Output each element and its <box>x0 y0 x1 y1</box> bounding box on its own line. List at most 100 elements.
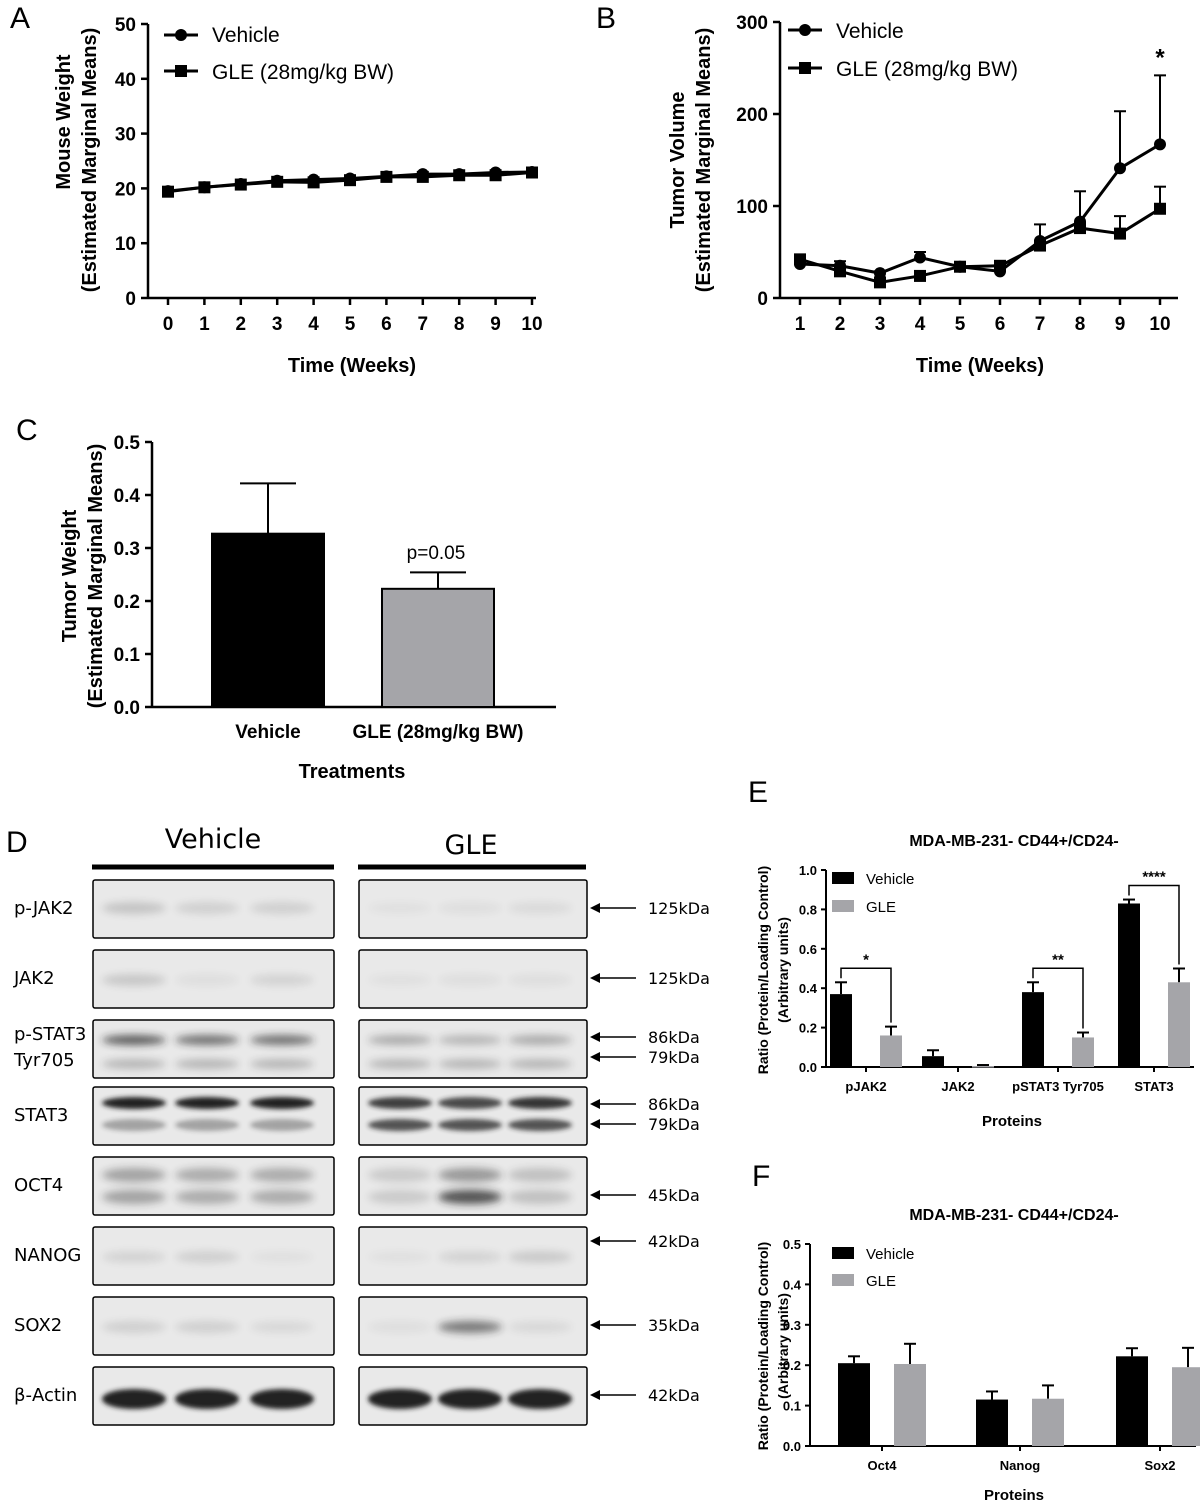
blot-band <box>175 1059 239 1069</box>
blot-arrow-head <box>590 1052 600 1062</box>
chart-e-legend-gle: GLE <box>866 899 896 916</box>
chart-f-legend-gle: GLE <box>866 1273 896 1290</box>
chart-e-significance-bracket <box>1032 967 1084 1029</box>
western-blot-panel: Vehicle GLE p-JAK2 125kDa JAK2 125kDa p-STAT… <box>13 824 710 1426</box>
blot-kda-label: 45kDa <box>648 1186 700 1205</box>
chart-f-legend: Vehicle GLE <box>832 1246 914 1290</box>
panel-letter-b: B <box>596 2 616 35</box>
chart-e-bar-gle <box>1168 982 1190 1067</box>
chart-b-point-vehicle <box>874 267 886 280</box>
chart-b-x-tick-label: 7 <box>1035 314 1046 335</box>
legend-circle-marker <box>175 29 187 41</box>
blot-band <box>175 1119 239 1131</box>
blot-band <box>438 1251 502 1263</box>
legend-swatch-vehicle <box>832 872 854 884</box>
chart-f-y-tick-label: 0.2 <box>783 1358 801 1373</box>
chart-a-point-gle <box>162 185 174 198</box>
chart-e-bar-vehicle <box>830 994 852 1067</box>
blot-band <box>508 1190 572 1204</box>
chart-e-significance-mark: * <box>863 951 869 968</box>
blot-band <box>438 1168 502 1182</box>
chart-a-point-gle <box>271 175 284 188</box>
chart-a-point-gle <box>234 178 247 191</box>
chart-a-point-gle <box>489 169 502 182</box>
blot-band <box>368 1251 432 1263</box>
chart-b-tumor-volume: 0 100 200 300 1 2 3 4 5 6 7 8 9 10 Tumor Volume (Esti… <box>667 13 1178 377</box>
blot-kda-label: 79kDa <box>648 1048 700 1067</box>
chart-b-x-tick-label: 6 <box>995 314 1006 335</box>
chart-e-category-label: STAT3 <box>1134 1079 1173 1094</box>
chart-a-legend: Vehicle GLE (28mg/kg BW) <box>164 24 394 84</box>
blot-arrow-head <box>590 973 600 983</box>
chart-a-x-tick-label: 0 <box>163 314 174 335</box>
legend-swatch-gle <box>832 900 854 912</box>
chart-b-x-title: Time (Weeks) <box>916 355 1044 377</box>
chart-f-bar-vehicle <box>838 1363 870 1446</box>
blot-kda-label: 125kDa <box>648 899 710 918</box>
blot-arrow-head <box>590 1119 600 1129</box>
chart-e-y-tick-label: 0.8 <box>799 902 817 917</box>
blot-band <box>102 1251 166 1263</box>
blot-band <box>368 1097 432 1109</box>
blot-band <box>102 1389 166 1409</box>
chart-a-y-tick-label: 40 <box>115 70 136 91</box>
blot-band <box>102 974 166 986</box>
chart-e-category-label: JAK2 <box>941 1079 974 1094</box>
chart-e-significance-bracket <box>840 967 892 1023</box>
blot-band <box>175 1035 239 1045</box>
chart-e-bar-gle <box>972 1066 994 1068</box>
chart-b-point-gle <box>1034 239 1046 252</box>
blot-arrow-head <box>590 1320 600 1330</box>
blot-band <box>250 1119 314 1131</box>
blot-row-label: JAK2 <box>13 968 55 989</box>
chart-f-legend-vehicle: Vehicle <box>866 1246 914 1263</box>
chart-f-y-title-line2: (Arbitrary units) <box>775 1293 791 1399</box>
chart-f-category-label: Oct4 <box>868 1458 898 1473</box>
chart-b-legend-vehicle: Vehicle <box>836 20 904 43</box>
chart-a-x-tick-label: 1 <box>199 314 210 335</box>
chart-b-y-title-line2: (Estimated Marginal Means) <box>693 28 715 293</box>
panel-letter-e: E <box>748 776 768 809</box>
blot-band <box>508 1321 572 1333</box>
blot-band <box>102 1059 166 1069</box>
legend-circle-marker <box>799 24 811 36</box>
chart-b-x-tick-label: 1 <box>795 314 806 335</box>
chart-c-tumor-weight: 0.0 0.1 0.2 0.3 0.4 0.5 Vehicle GLE (28mg/kg B… <box>59 433 556 783</box>
blot-band <box>250 1035 314 1045</box>
chart-a-x-tick-label: 5 <box>345 314 356 335</box>
chart-a-point-gle <box>453 169 466 182</box>
chart-a-point-gle <box>344 174 356 187</box>
chart-b-x-tick-label: 2 <box>835 314 846 335</box>
chart-b-y-title-line1: Tumor Volume <box>667 91 689 228</box>
blot-membrane <box>358 1019 588 1079</box>
blot-band <box>102 902 166 914</box>
chart-a-x-tick-label: 7 <box>418 314 429 335</box>
chart-a-point-gle <box>198 181 211 194</box>
blot-row-label: OCT4 <box>14 1175 63 1196</box>
chart-a-point-gle <box>380 170 393 183</box>
chart-b-legend-gle: GLE (28mg/kg BW) <box>836 58 1018 81</box>
chart-b-x-tick-label: 9 <box>1115 314 1126 335</box>
chart-f-x-title: Proteins <box>984 1487 1044 1502</box>
blot-row-label: NANOG <box>14 1245 81 1266</box>
chart-b-series-line <box>799 207 1161 284</box>
chart-c-y-tick-label: 0.2 <box>114 592 140 613</box>
chart-a-x-tick-label: 9 <box>490 314 501 335</box>
blot-band <box>250 1251 314 1263</box>
blot-band <box>102 1168 166 1182</box>
chart-f-y-tick-label: 0.3 <box>783 1318 801 1333</box>
blot-band <box>250 1321 314 1333</box>
blot-band <box>438 1035 502 1045</box>
chart-f-bar-vehicle <box>1116 1356 1148 1446</box>
blot-membrane <box>358 1086 588 1146</box>
blot-band <box>438 1321 502 1333</box>
blot-arrow-head <box>590 1236 600 1246</box>
chart-e-y-title-line1: Ratio (Protein/Loading Control) <box>755 866 771 1074</box>
chart-b-point-gle <box>1074 222 1086 235</box>
chart-e-bar-vehicle <box>922 1056 944 1067</box>
chart-c-x-title: Treatments <box>299 761 406 783</box>
blot-kda-label: 42kDa <box>648 1386 700 1405</box>
chart-c-y-tick-label: 0.4 <box>114 486 141 507</box>
chart-b-series-line <box>799 143 1161 275</box>
